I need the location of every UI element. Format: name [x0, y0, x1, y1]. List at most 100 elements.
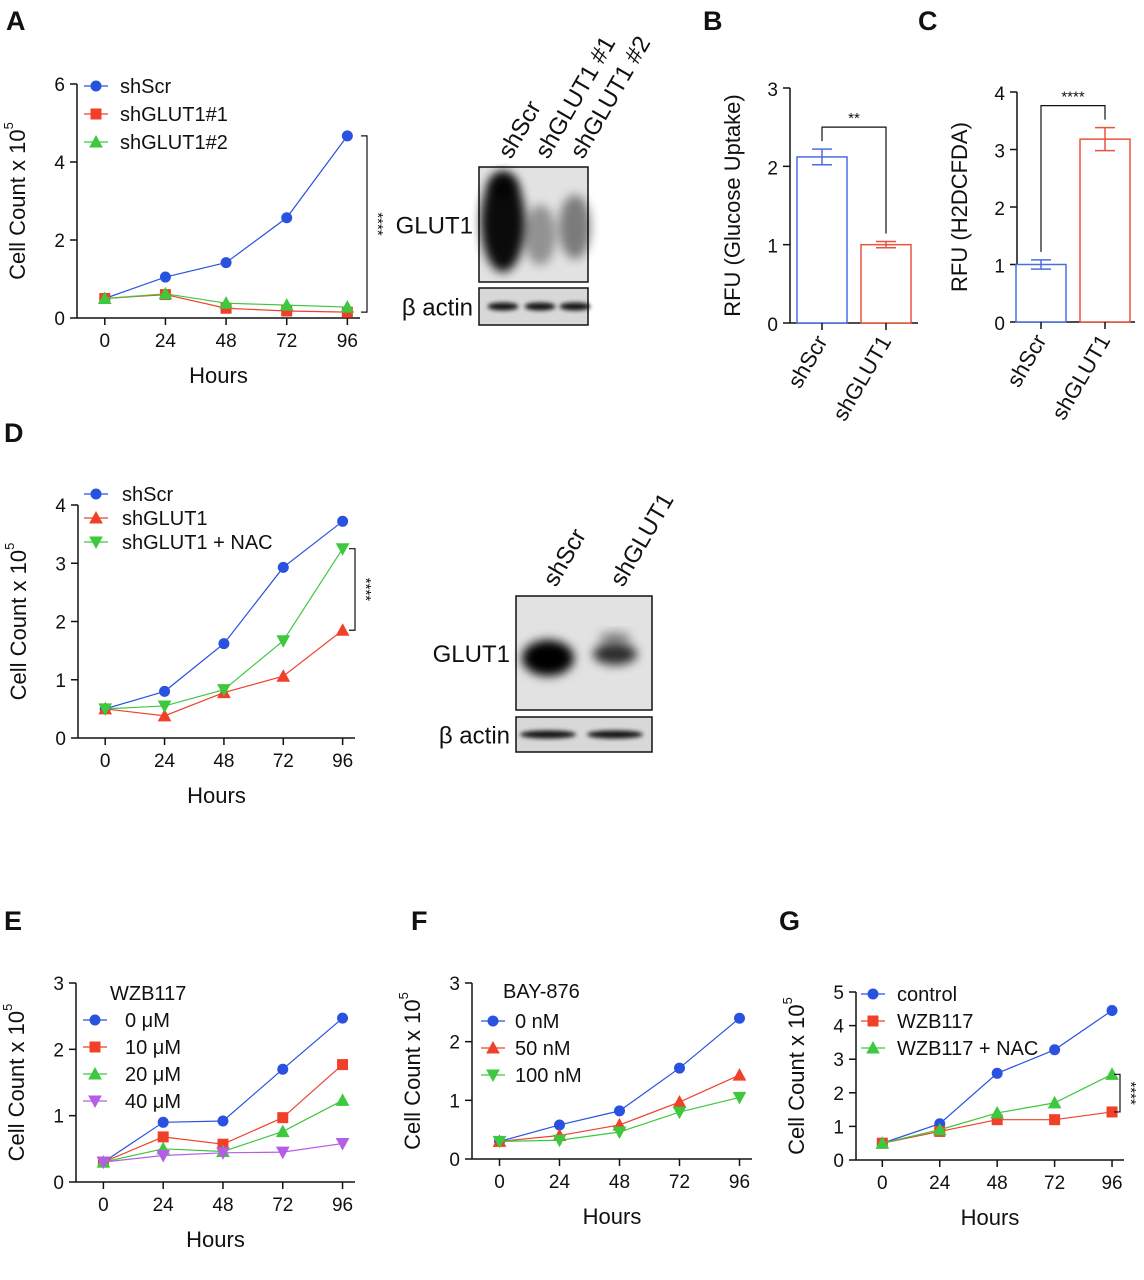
x-tick-label: 72	[272, 1195, 293, 1216]
marker	[875, 1136, 890, 1149]
x-tick-label: 0	[494, 1172, 505, 1193]
y-axis-label: RFU (H2DCFDA)	[947, 122, 972, 292]
marker	[341, 130, 353, 142]
y-axis-label-text: Cell Count x 10	[6, 550, 31, 700]
x-tick-label: 24	[153, 1195, 175, 1216]
marker	[340, 300, 355, 313]
legend-label: 0 nM	[515, 1011, 559, 1033]
blot-band	[522, 640, 574, 676]
bar	[1015, 263, 1067, 323]
y-tick-label: 1	[449, 1091, 460, 1112]
marker	[277, 1112, 289, 1124]
legend-label: shGLUT1#2	[120, 132, 228, 154]
blot-row-label: β actin	[402, 295, 473, 322]
significance-label: **	[848, 110, 860, 127]
significance-bracket	[821, 126, 887, 234]
x-tick-label: 72	[669, 1172, 690, 1193]
significance-bracket	[1040, 105, 1106, 252]
x-axis-label: Hours	[189, 363, 248, 388]
marker	[157, 700, 172, 714]
marker	[89, 134, 103, 148]
x-tick-label: 0	[877, 1173, 888, 1194]
y-axis-label-text: RFU (H2DCFDA)	[947, 122, 972, 292]
marker	[672, 1106, 687, 1120]
marker	[90, 488, 102, 500]
marker	[492, 1135, 507, 1149]
y-axis-label-sup: 5	[2, 543, 17, 550]
marker	[89, 1014, 101, 1026]
error-bar	[876, 240, 896, 249]
blot-band	[559, 302, 591, 311]
marker	[335, 1093, 350, 1106]
marker	[89, 536, 103, 550]
marker	[335, 623, 350, 636]
marker	[487, 1015, 499, 1027]
y-tick-label: 2	[767, 158, 778, 179]
marker	[277, 1063, 289, 1075]
legend-label: shGLUT1 + NAC	[122, 532, 273, 554]
y-tick-label: 3	[449, 974, 460, 995]
y-tick-label: 6	[54, 75, 65, 96]
marker	[275, 1124, 290, 1138]
marker	[932, 1122, 947, 1136]
marker	[990, 1105, 1005, 1119]
marker	[337, 1059, 349, 1071]
significance-label: ****	[1061, 89, 1085, 106]
x-tick-label: 48	[216, 331, 237, 352]
x-tick-label: shScr	[1002, 330, 1052, 391]
blot-band	[586, 730, 644, 739]
blot-band	[487, 302, 519, 311]
x-tick-label: 24	[155, 331, 177, 352]
y-tick-label: 2	[449, 1033, 460, 1054]
marker	[158, 286, 173, 300]
y-tick-label: 0	[833, 1151, 844, 1172]
marker	[276, 669, 291, 682]
blot-band	[593, 643, 637, 665]
y-axis-label: Cell Count x 105	[1, 122, 30, 280]
y-tick-label: 5	[833, 983, 844, 1004]
marker	[89, 510, 103, 524]
x-tick-label: 0	[100, 751, 111, 772]
y-axis-label-sup: 5	[396, 992, 411, 999]
marker	[672, 1095, 687, 1108]
marker	[216, 1147, 230, 1160]
marker	[157, 1116, 169, 1128]
legend-label: shGLUT1	[122, 508, 208, 530]
series-line	[104, 135, 348, 300]
y-tick-label: 4	[54, 153, 65, 174]
y-tick-label: 3	[53, 974, 64, 995]
marker	[159, 685, 171, 697]
y-tick-label: 1	[833, 1117, 844, 1138]
blot-row-label: GLUT1	[433, 641, 510, 668]
marker	[732, 1068, 747, 1081]
marker	[991, 1067, 1003, 1079]
x-tick-label: 0	[100, 331, 111, 352]
y-axis-label: Cell Count x 105	[0, 1004, 29, 1162]
marker	[734, 1012, 745, 1024]
significance-bracket	[361, 135, 368, 313]
marker	[156, 1149, 171, 1163]
y-axis-label-sup: 5	[1, 122, 16, 129]
y-axis-label: Cell Count x 105	[780, 997, 809, 1155]
legend-label: 50 nM	[515, 1038, 571, 1060]
y-tick-label: 0	[53, 1173, 64, 1194]
blot-band	[519, 730, 577, 739]
legend-label: WZB117 + NAC	[897, 1038, 1038, 1060]
legend-label: 0 μM	[125, 1010, 170, 1032]
marker	[486, 1069, 500, 1083]
legend-label: shGLUT1#1	[120, 104, 228, 126]
marker	[1049, 1114, 1061, 1126]
marker	[335, 1138, 350, 1151]
y-tick-label: 4	[55, 496, 66, 517]
y-tick-label: 2	[54, 231, 65, 252]
significance-label: ****	[369, 212, 386, 236]
panel-letter: C	[918, 6, 938, 36]
y-axis-label-text: Cell Count x 10	[5, 129, 30, 279]
legend-label: control	[897, 984, 957, 1006]
x-tick-label: 24	[929, 1173, 951, 1194]
marker	[218, 638, 230, 650]
error-bar	[812, 148, 832, 166]
legend-label: 20 μM	[125, 1064, 181, 1086]
panel-letter: A	[6, 6, 26, 36]
marker	[552, 1134, 567, 1148]
